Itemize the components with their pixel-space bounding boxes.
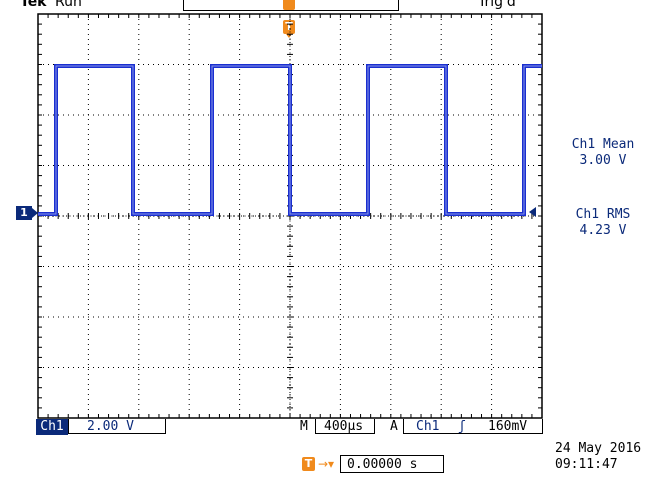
trigger-readout[interactable]: Ch1 ʃ 160mV: [403, 419, 543, 434]
trigger-position-marker-top: [283, 0, 295, 10]
rising-edge-icon: ʃ: [458, 419, 466, 434]
brand-logo: Tek: [20, 0, 47, 10]
trigger-level-marker[interactable]: [529, 207, 536, 217]
trigger-prefix: A: [390, 419, 398, 434]
horizontal-offset-icon: T: [302, 457, 315, 471]
date-readout: 24 May 2016: [555, 441, 642, 456]
measurement-label: Ch1 RMS: [575, 207, 631, 222]
channel-readout-badge[interactable]: Ch1: [36, 419, 68, 435]
measurement-ch1-rms: Ch1 RMS 4.23 V: [548, 207, 658, 239]
acquisition-state: Run: [55, 0, 82, 10]
time-readout: 09:11:47: [555, 457, 618, 472]
offset-arrow-icon: →▾: [318, 457, 335, 471]
trigger-source: Ch1: [416, 419, 440, 434]
trigger-level: 160mV: [488, 419, 528, 434]
measurement-label: Ch1 Mean: [571, 137, 635, 152]
measurement-value: 3.00 V: [579, 153, 627, 168]
measurement-ch1-mean: Ch1 Mean 3.00 V: [548, 137, 658, 169]
trigger-position-marker-icon[interactable]: T: [283, 20, 295, 38]
trigger-state: Trig'd: [478, 0, 516, 10]
volts-per-div-readout[interactable]: 2.00 V: [68, 419, 166, 434]
timebase-readout[interactable]: 400µs: [315, 419, 375, 434]
measurement-value: 4.23 V: [579, 223, 627, 238]
horizontal-offset-readout[interactable]: 0.00000 s: [340, 455, 444, 473]
ch1-waveform-edges: [38, 65, 542, 215]
ch1-ground-marker[interactable]: 1: [16, 206, 38, 220]
timebase-prefix: M: [300, 419, 308, 434]
